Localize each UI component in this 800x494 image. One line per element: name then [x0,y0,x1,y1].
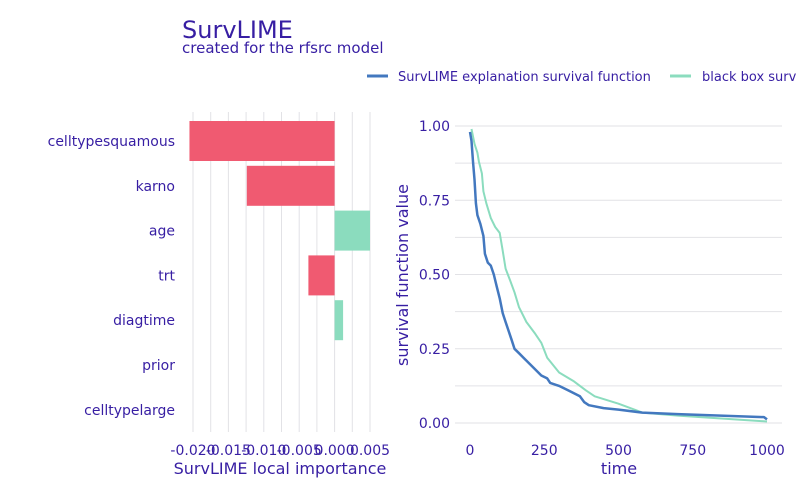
bar-trt [308,255,335,296]
category-label: prior [142,358,175,374]
y-tick-label: 1.00 [419,119,450,135]
x-tick-label: 0.005 [350,443,390,459]
category-label: age [149,224,175,240]
x-tick-label: 1000 [749,443,785,459]
black-box-survival-line [470,128,768,423]
x-tick-label: -0.005 [277,443,322,459]
x-tick-label: -0.015 [206,443,251,459]
chart-subtitle: created for the rfsrc model [182,39,384,57]
legend-label-explanation: SurvLIME explanation survival function [398,70,651,85]
category-label: celltypesquamous [48,134,175,150]
category-label: diagtime [113,313,175,329]
x-tick-label: -0.020 [170,443,215,459]
y-tick-label: 0.00 [419,416,450,432]
bar-karno [246,165,335,206]
category-label: celltypelarge [84,403,175,419]
bar-celltypesquamous [189,121,335,161]
x-tick-label: 500 [605,443,632,459]
explanation-survival-line [468,131,768,421]
survival-panel: 0.00 0.25 0.50 0.75 1.00 0 250 500 750 1000 [419,119,785,459]
right-x-axis-label: time [601,459,637,478]
x-tick-label: 0.000 [315,443,355,459]
x-tick-label: -0.010 [241,443,286,459]
x-tick-label: 750 [679,443,706,459]
category-label: karno [136,179,175,195]
y-tick-label: 0.50 [419,268,450,284]
right-y-axis-label: survival function value [393,184,412,366]
bar-age [334,210,370,251]
bar-diagtime [334,300,344,341]
left-x-axis-label: SurvLIME local importance [174,459,387,478]
chart-title: SurvLIME [182,16,293,44]
legend-label-black-box: black box surv [702,70,797,85]
x-tick-label: 250 [531,443,558,459]
y-tick-label: 0.75 [419,193,450,209]
y-tick-label: 0.25 [419,342,450,358]
importance-panel: celltypesquamous karno age trt diagtime prior… [48,112,390,459]
x-tick-label: 0 [466,443,475,459]
legend: SurvLIME explanation survival function b… [367,70,797,85]
category-label: trt [158,268,175,284]
